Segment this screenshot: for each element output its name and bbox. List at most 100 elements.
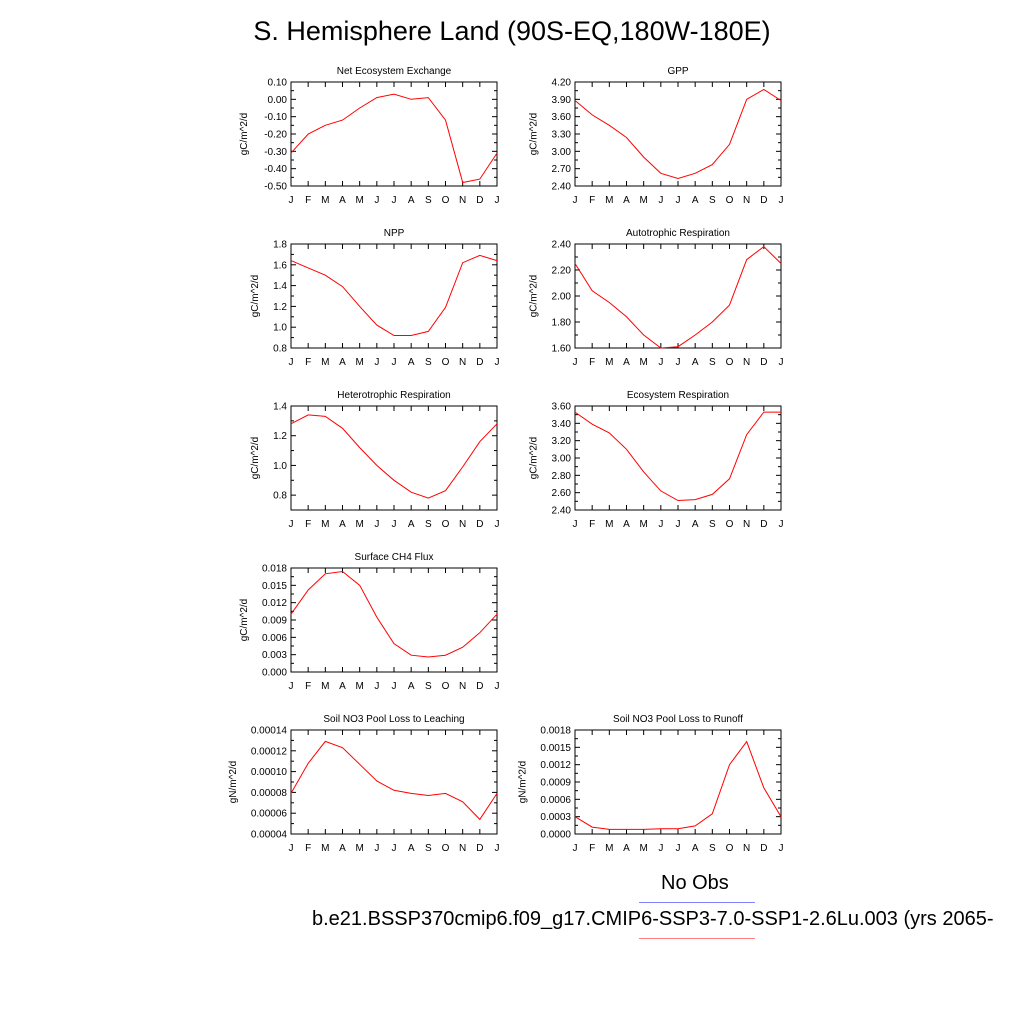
x-tick-label: O [442, 519, 450, 530]
x-tick-label: J [573, 195, 578, 206]
plot-frame [290, 567, 498, 673]
x-tick-label: M [605, 843, 613, 854]
x-tick-label: F [589, 519, 595, 530]
x-tick-label: J [658, 843, 663, 854]
x-tick-label: J [779, 195, 784, 206]
series-line [290, 414, 498, 499]
x-tick-label: M [639, 357, 647, 368]
y-tick-label: 0.018 [262, 564, 287, 575]
y-tick-label: 0.0000 [540, 830, 571, 841]
y-tick-label: 0.000 [262, 668, 287, 679]
plot-frame [574, 729, 782, 835]
chart-panel-2: J F M A M J J A S O N D J4.203.903.603.303.002.702.4… [529, 66, 784, 206]
x-tick-label: M [321, 519, 329, 530]
chart-panel-8: J F M A M J J A S O N D J0.000140.000120.000100.0000… [228, 714, 500, 854]
x-tick-label: J [658, 357, 663, 368]
y-tick-label: 0.00008 [251, 788, 288, 799]
x-tick-label: J [374, 681, 379, 692]
x-tick-label: M [639, 195, 647, 206]
y-tick-label: 0.0012 [540, 760, 571, 771]
series-line [290, 570, 498, 658]
x-tick-label: J [573, 357, 578, 368]
y-axis-label: gN/m^2/d [228, 761, 239, 804]
x-tick-label: J [779, 519, 784, 530]
series-line [574, 245, 782, 349]
x-tick-label: M [355, 195, 363, 206]
y-tick-label: 0.012 [262, 598, 287, 609]
x-tick-label: A [623, 843, 630, 854]
y-tick-label: 3.20 [552, 436, 572, 447]
y-tick-label: 0.8 [273, 344, 287, 355]
x-tick-label: D [476, 681, 483, 692]
x-tick-label: S [425, 843, 432, 854]
x-tick-label: D [476, 195, 483, 206]
y-tick-label: 3.90 [552, 95, 572, 106]
y-tick-label: -0.10 [264, 112, 287, 123]
x-tick-label: A [339, 843, 346, 854]
y-tick-label: 2.60 [552, 488, 572, 499]
x-tick-label: F [589, 843, 595, 854]
legend-line-obs [639, 902, 755, 903]
y-tick-label: -0.30 [264, 147, 287, 158]
y-tick-label: 0.00006 [251, 809, 288, 820]
x-tick-label: D [476, 843, 483, 854]
y-tick-label: 3.60 [552, 112, 572, 123]
x-tick-label: O [442, 357, 450, 368]
x-tick-label: F [305, 681, 311, 692]
x-tick-label: A [339, 195, 346, 206]
x-tick-label: O [726, 519, 734, 530]
x-tick-label: J [392, 843, 397, 854]
y-tick-label: 0.00010 [251, 767, 288, 778]
y-tick-label: 1.60 [552, 344, 572, 355]
y-tick-label: 0.006 [262, 633, 287, 644]
x-tick-label: O [726, 357, 734, 368]
y-tick-label: 2.40 [552, 182, 572, 193]
plot-frame [290, 405, 498, 511]
x-tick-label: J [392, 519, 397, 530]
chart-title: Autotrophic Respiration [626, 228, 730, 239]
y-tick-label: 0.10 [268, 78, 288, 89]
y-tick-label: 1.0 [273, 323, 287, 334]
y-tick-label: 0.00004 [251, 830, 288, 841]
series-line [574, 411, 781, 502]
x-tick-label: J [374, 519, 379, 530]
legend-line-case [639, 938, 755, 939]
x-tick-label: J [779, 843, 784, 854]
x-tick-label: J [658, 519, 663, 530]
chart-title: Heterotrophic Respiration [337, 390, 450, 401]
x-tick-label: J [374, 843, 379, 854]
legend-label-obs: No Obs [661, 872, 729, 894]
x-tick-label: M [639, 519, 647, 530]
y-tick-label: 0.0006 [540, 795, 571, 806]
x-tick-label: J [392, 681, 397, 692]
y-axis-label: gN/m^2/d [517, 761, 528, 804]
y-axis-label: gC/m^2/d [529, 437, 540, 480]
x-tick-label: J [495, 681, 500, 692]
chart-title: Ecosystem Respiration [627, 390, 729, 401]
chart-title: Soil NO3 Pool Loss to Leaching [323, 714, 464, 725]
x-tick-label: J [392, 195, 397, 206]
y-tick-label: 0.015 [262, 581, 287, 592]
y-tick-label: 1.4 [273, 281, 287, 292]
y-tick-label: 0.0018 [540, 726, 571, 737]
chart-title: Net Ecosystem Exchange [337, 66, 452, 77]
series-line [574, 740, 782, 830]
x-tick-label: J [658, 195, 663, 206]
x-tick-label: M [605, 357, 613, 368]
x-tick-label: O [726, 195, 734, 206]
x-tick-label: N [459, 357, 466, 368]
x-tick-label: S [425, 195, 432, 206]
y-axis-label: gC/m^2/d [250, 275, 261, 318]
y-tick-label: -0.40 [264, 164, 287, 175]
y-axis-label: gC/m^2/d [529, 113, 540, 156]
x-tick-label: N [459, 843, 466, 854]
x-tick-label: S [709, 357, 716, 368]
x-tick-label: O [442, 681, 450, 692]
y-tick-label: 0.009 [262, 616, 287, 627]
x-tick-label: N [743, 195, 750, 206]
y-tick-label: 2.40 [552, 506, 572, 517]
x-tick-label: J [573, 519, 578, 530]
y-tick-label: 3.40 [552, 419, 572, 430]
y-tick-label: -0.50 [264, 182, 287, 193]
x-tick-label: D [760, 843, 767, 854]
